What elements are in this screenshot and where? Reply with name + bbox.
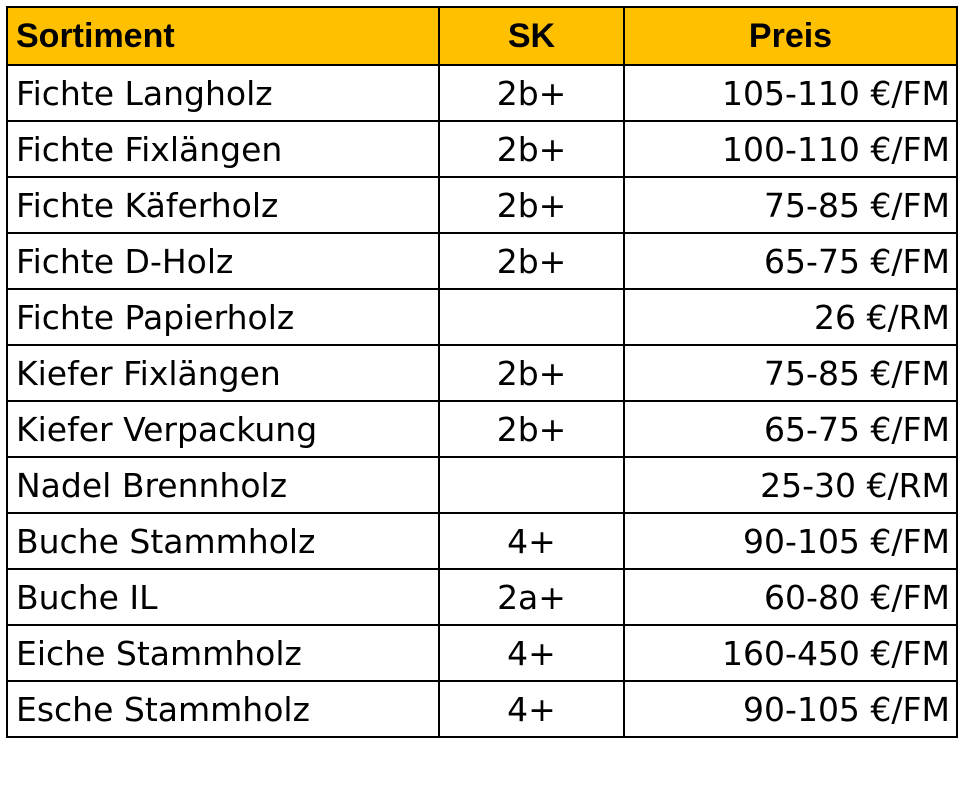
cell-sortiment: Fichte D-Holz (6, 232, 440, 290)
table-row: Fichte Fixlängen 2b+ 100-110 €/FM (6, 120, 958, 178)
cell-preis: 65-75 €/FM (623, 400, 958, 458)
cell-preis: 65-75 €/FM (623, 232, 958, 290)
cell-sk: 2b+ (438, 64, 625, 122)
cell-preis: 25-30 €/RM (623, 456, 958, 514)
cell-sortiment: Kiefer Verpackung (6, 400, 440, 458)
header-sk: SK (438, 6, 625, 66)
cell-preis: 26 €/RM (623, 288, 958, 346)
cell-sk: 2b+ (438, 120, 625, 178)
cell-sortiment: Buche Stammholz (6, 512, 440, 570)
cell-sk: 2b+ (438, 232, 625, 290)
cell-sk: 4+ (438, 512, 625, 570)
cell-sk: 4+ (438, 624, 625, 682)
table-row: Fichte D-Holz 2b+ 65-75 €/FM (6, 232, 958, 290)
cell-sortiment: Fichte Käferholz (6, 176, 440, 234)
table-row: Fichte Langholz 2b+ 105-110 €/FM (6, 64, 958, 122)
cell-sk: 4+ (438, 680, 625, 738)
cell-preis: 105-110 €/FM (623, 64, 958, 122)
table-header: Sortiment SK Preis (6, 6, 958, 66)
cell-sk: 2b+ (438, 176, 625, 234)
cell-sortiment: Buche IL (6, 568, 440, 626)
cell-preis: 160-450 €/FM (623, 624, 958, 682)
header-preis: Preis (623, 6, 958, 66)
cell-sk (438, 288, 625, 346)
cell-preis: 75-85 €/FM (623, 176, 958, 234)
cell-sortiment: Fichte Fixlängen (6, 120, 440, 178)
table-row: Kiefer Fixlängen 2b+ 75-85 €/FM (6, 344, 958, 402)
cell-preis: 60-80 €/FM (623, 568, 958, 626)
cell-sortiment: Fichte Langholz (6, 64, 440, 122)
table-row: Fichte Käferholz 2b+ 75-85 €/FM (6, 176, 958, 234)
table-row: Eiche Stammholz 4+ 160-450 €/FM (6, 624, 958, 682)
cell-sk (438, 456, 625, 514)
table-row: Esche Stammholz 4+ 90-105 €/FM (6, 680, 958, 738)
cell-preis: 100-110 €/FM (623, 120, 958, 178)
cell-sk: 2a+ (438, 568, 625, 626)
table-row: Buche Stammholz 4+ 90-105 €/FM (6, 512, 958, 570)
cell-sortiment: Kiefer Fixlängen (6, 344, 440, 402)
cell-preis: 90-105 €/FM (623, 512, 958, 570)
cell-preis: 75-85 €/FM (623, 344, 958, 402)
table-row: Fichte Papierholz 26 €/RM (6, 288, 958, 346)
header-row: Sortiment SK Preis (6, 6, 958, 66)
table-body: Fichte Langholz 2b+ 105-110 €/FM Fichte … (6, 64, 958, 738)
cell-sortiment: Esche Stammholz (6, 680, 440, 738)
table-row: Kiefer Verpackung 2b+ 65-75 €/FM (6, 400, 958, 458)
cell-sortiment: Eiche Stammholz (6, 624, 440, 682)
cell-sortiment: Fichte Papierholz (6, 288, 440, 346)
table-row: Buche IL 2a+ 60-80 €/FM (6, 568, 958, 626)
cell-preis: 90-105 €/FM (623, 680, 958, 738)
cell-sortiment: Nadel Brennholz (6, 456, 440, 514)
cell-sk: 2b+ (438, 400, 625, 458)
header-sortiment: Sortiment (6, 6, 440, 66)
cell-sk: 2b+ (438, 344, 625, 402)
table-row: Nadel Brennholz 25-30 €/RM (6, 456, 958, 514)
price-table-container: Sortiment SK Preis Fichte Langholz 2b+ 1… (6, 6, 958, 738)
price-table: Sortiment SK Preis Fichte Langholz 2b+ 1… (6, 6, 958, 738)
